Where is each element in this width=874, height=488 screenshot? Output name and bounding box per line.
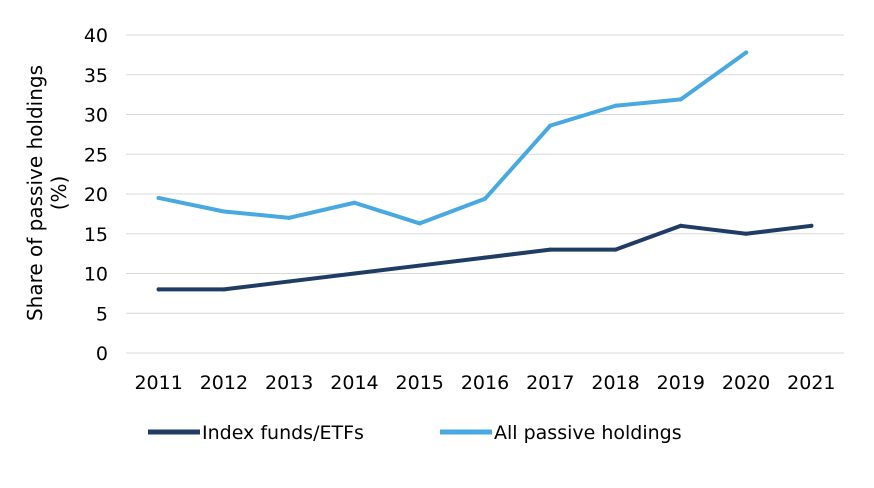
- data-point: [221, 287, 226, 292]
- x-tick-label: 2013: [265, 372, 313, 394]
- x-tick-label: 2017: [526, 372, 574, 394]
- legend-label: All passive holdings: [494, 422, 682, 444]
- data-point: [678, 223, 683, 228]
- x-tick-label: 2011: [134, 372, 182, 394]
- data-point: [417, 263, 422, 268]
- data-point: [287, 215, 292, 220]
- data-point: [287, 279, 292, 284]
- data-point: [613, 247, 618, 252]
- y-tick-labels: 0 5 10 15 20 25 30 35 40: [84, 25, 108, 365]
- data-point: [221, 209, 226, 214]
- x-tick-label: 2018: [591, 372, 639, 394]
- legend: Index funds/ETFs All passive holdings: [148, 422, 682, 444]
- y-tick-label: 10: [84, 264, 108, 286]
- y-tick-label: 15: [84, 224, 108, 246]
- data-point: [548, 247, 553, 252]
- legend-item: Index funds/ETFs: [148, 422, 364, 444]
- data-point: [678, 97, 683, 102]
- y-tick-label: 30: [84, 105, 108, 127]
- data-point: [417, 221, 422, 226]
- data-point: [613, 103, 618, 108]
- y-tick-label: 20: [84, 184, 108, 206]
- gridlines: [126, 34, 844, 314]
- data-point: [809, 223, 814, 228]
- data-point: [483, 255, 487, 260]
- x-tick-label: 2020: [722, 372, 770, 394]
- x-tick-label: 2014: [330, 372, 378, 394]
- y-tick-label: 0: [96, 343, 108, 365]
- x-tick-label: 2021: [787, 372, 835, 394]
- y-tick-label: 40: [84, 25, 108, 47]
- x-tick-label: 2012: [200, 372, 248, 394]
- legend-item: All passive holdings: [440, 422, 682, 444]
- data-point: [548, 123, 553, 128]
- y-axis-label-line-2: (%): [47, 176, 71, 211]
- data-point: [156, 195, 161, 200]
- data-point: [483, 196, 487, 201]
- x-tick-label: 2016: [461, 372, 509, 394]
- x-tick-label: 2019: [657, 372, 705, 394]
- data-point: [352, 271, 357, 276]
- series-lines: [156, 50, 814, 292]
- legend-label: Index funds/ETFs: [202, 422, 364, 444]
- data-point: [744, 231, 749, 236]
- y-tick-label: 5: [96, 303, 108, 325]
- y-axis-label-line-1: Share of passive holdings: [23, 65, 47, 321]
- data-point: [156, 287, 161, 292]
- y-tick-label: 25: [84, 144, 108, 166]
- data-point: [352, 200, 357, 205]
- data-point: [744, 50, 749, 55]
- y-tick-label: 35: [84, 65, 108, 87]
- x-tick-labels: 2011 2012 2013 2014 2015 2016 2017 2018 2019 2020…: [134, 372, 835, 394]
- x-tick-label: 2015: [396, 372, 444, 394]
- series-line-1: [156, 50, 749, 226]
